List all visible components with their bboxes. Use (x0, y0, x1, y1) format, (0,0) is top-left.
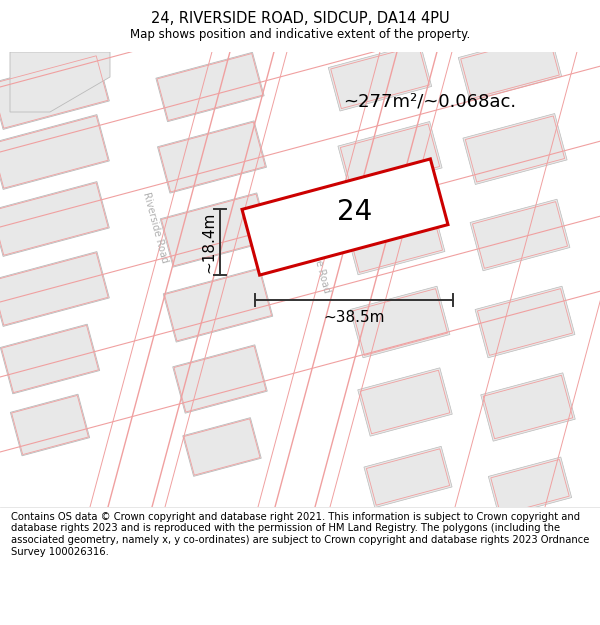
Polygon shape (157, 121, 266, 193)
Polygon shape (364, 446, 452, 508)
Polygon shape (458, 33, 562, 101)
Polygon shape (350, 286, 450, 357)
Polygon shape (463, 114, 567, 184)
Polygon shape (0, 252, 109, 326)
Text: Map shows position and indicative extent of the property.: Map shows position and indicative extent… (130, 28, 470, 41)
Polygon shape (275, 52, 437, 507)
Text: 24, RIVERSIDE ROAD, SIDCUP, DA14 4PU: 24, RIVERSIDE ROAD, SIDCUP, DA14 4PU (151, 11, 449, 26)
Polygon shape (0, 182, 109, 256)
Polygon shape (183, 418, 261, 476)
Polygon shape (345, 203, 445, 275)
Text: ~277m²/~0.068ac.: ~277m²/~0.068ac. (343, 93, 517, 111)
Polygon shape (10, 394, 89, 456)
Polygon shape (338, 121, 442, 192)
Polygon shape (156, 52, 264, 122)
Text: ~18.4m: ~18.4m (201, 211, 216, 273)
Polygon shape (488, 457, 572, 517)
Polygon shape (0, 54, 109, 129)
Polygon shape (470, 199, 570, 271)
Polygon shape (160, 193, 270, 267)
Polygon shape (1, 324, 100, 394)
Polygon shape (481, 373, 575, 441)
Text: 24: 24 (337, 198, 373, 226)
Polygon shape (108, 52, 274, 507)
Text: Contains OS data © Crown copyright and database right 2021. This information is : Contains OS data © Crown copyright and d… (11, 512, 589, 556)
Text: Riverside Road: Riverside Road (303, 221, 331, 294)
Polygon shape (173, 345, 267, 413)
Polygon shape (242, 159, 448, 275)
Text: Riverside Road: Riverside Road (141, 191, 169, 264)
Polygon shape (10, 52, 110, 112)
Text: ~38.5m: ~38.5m (323, 310, 385, 325)
Polygon shape (163, 268, 273, 342)
Polygon shape (0, 114, 109, 189)
Polygon shape (328, 43, 432, 111)
Polygon shape (475, 286, 575, 357)
Polygon shape (358, 368, 452, 436)
